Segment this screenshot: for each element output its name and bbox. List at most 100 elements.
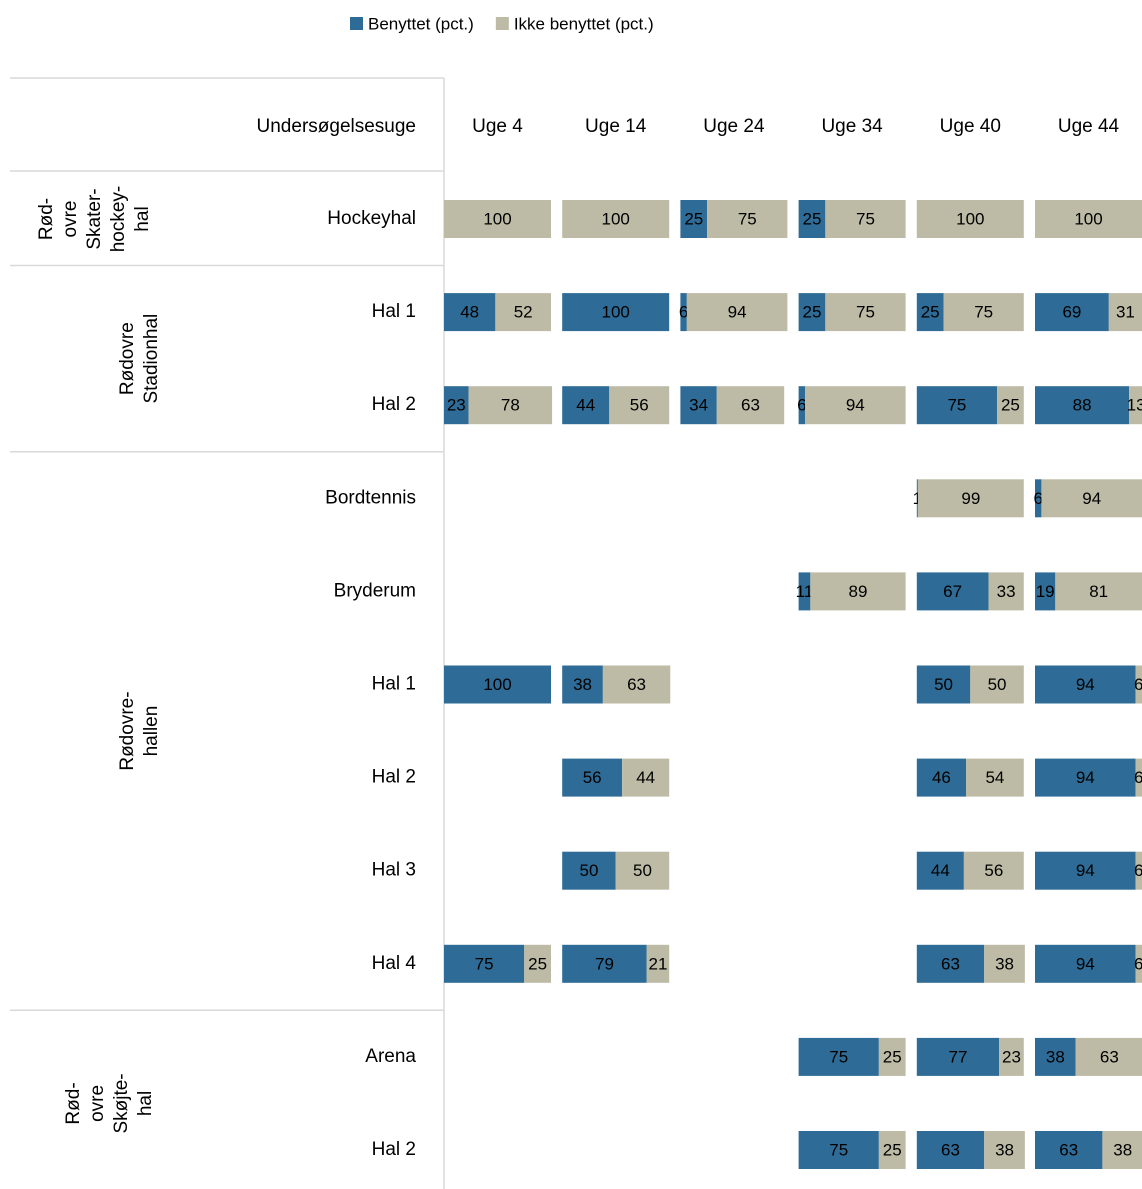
bar-segment <box>1135 758 1142 797</box>
value-label: 56 <box>583 768 602 787</box>
value-label: 81 <box>1089 582 1108 601</box>
row-label: Hal 2 <box>372 394 416 415</box>
value-label: 75 <box>856 209 875 228</box>
row-label: Hal 4 <box>372 953 417 974</box>
value-label: 94 <box>846 396 865 415</box>
value-label: 11 <box>796 582 814 601</box>
value-label: 100 <box>483 209 511 228</box>
bar-segment <box>916 386 998 425</box>
row-label: Hal 2 <box>372 767 416 788</box>
bar-segment <box>468 386 553 425</box>
bar-segment <box>680 293 687 332</box>
row-label: Hockeyhal <box>327 208 416 229</box>
bar-segment <box>798 572 811 611</box>
bar-segment <box>562 758 623 797</box>
bar-segment <box>999 1037 1024 1076</box>
value-label: 50 <box>579 861 598 880</box>
bar-segment <box>1135 944 1142 983</box>
value-label: 25 <box>921 303 940 322</box>
bar-segment <box>609 386 670 425</box>
bar-segment <box>878 1037 906 1076</box>
value-label: 94 <box>1082 489 1101 508</box>
value-label: 25 <box>883 1047 902 1066</box>
row-label: Bordtennis <box>325 487 416 508</box>
bar-segment <box>686 293 788 332</box>
bar-segment <box>916 572 989 611</box>
value-label: 25 <box>803 303 822 322</box>
bar-segment <box>524 944 551 983</box>
row-label: Hal 1 <box>372 674 416 695</box>
bar-segment <box>916 479 918 518</box>
bar-segment <box>984 944 1025 983</box>
value-label: 38 <box>573 675 592 694</box>
row-label: Hal 2 <box>372 1139 416 1160</box>
bar-segment <box>562 851 616 890</box>
bar-segment <box>916 200 1024 238</box>
bar-segment <box>997 386 1024 425</box>
bar-segment <box>444 200 551 238</box>
legend-swatch <box>495 17 509 30</box>
value-label: 67 <box>943 582 962 601</box>
group-label: hal <box>135 1091 156 1116</box>
value-label: 6 <box>1134 861 1142 880</box>
value-label: 79 <box>595 954 614 973</box>
value-label: 63 <box>1059 1140 1078 1159</box>
value-label: 21 <box>649 954 668 973</box>
group-label: hal <box>132 206 153 231</box>
bar-segment <box>562 386 610 425</box>
column-label: Uge 14 <box>585 116 647 137</box>
bar-segment <box>1035 479 1042 518</box>
bar-segment <box>916 851 964 890</box>
value-label: 94 <box>1076 768 1095 787</box>
row-label: Arena <box>365 1046 416 1067</box>
bar-segment <box>988 572 1024 611</box>
value-label: 25 <box>803 209 822 228</box>
value-label: 25 <box>684 209 703 228</box>
bar-segment <box>1035 758 1136 797</box>
group-label: Stadionhal <box>141 314 162 404</box>
bar-segment <box>825 200 906 238</box>
value-label: 54 <box>985 768 1004 787</box>
bar-segment <box>917 479 1024 518</box>
bar-segment <box>1135 665 1142 704</box>
group-label: ovre <box>60 201 81 238</box>
group-label: ovre <box>87 1085 108 1122</box>
group-label: Rødovre <box>117 322 138 395</box>
group-label: Skøjte- <box>111 1073 132 1133</box>
value-label: 77 <box>949 1047 968 1066</box>
value-label: 94 <box>1076 954 1095 973</box>
value-label: 63 <box>741 396 760 415</box>
value-label: 63 <box>1100 1047 1119 1066</box>
value-label: 6 <box>1033 489 1042 508</box>
bar-segment <box>602 665 671 704</box>
value-label: 50 <box>934 675 953 694</box>
bar-segment <box>1035 1131 1103 1169</box>
bar-segment <box>970 665 1024 704</box>
bar-segment <box>562 200 670 238</box>
bar-segment <box>916 758 967 797</box>
value-label: 63 <box>627 675 646 694</box>
bar-segment <box>798 386 806 425</box>
value-label: 6 <box>679 303 688 322</box>
value-label: 23 <box>447 396 466 415</box>
legend-label: Ikke benyttet (pct.) <box>514 14 654 33</box>
value-label: 46 <box>932 768 951 787</box>
value-label: 50 <box>988 675 1007 694</box>
bar-segment <box>798 1037 879 1076</box>
bar-segment <box>562 293 670 332</box>
value-label: 100 <box>1074 209 1102 228</box>
row-label: Bryderum <box>334 580 416 601</box>
bar-segment <box>1102 1131 1142 1169</box>
value-label: 25 <box>528 954 547 973</box>
value-label: 23 <box>1002 1047 1021 1066</box>
bar-segment <box>444 386 469 425</box>
group-label: Rødovre- <box>117 691 138 770</box>
value-label: 48 <box>460 303 479 322</box>
value-label: 25 <box>1001 396 1020 415</box>
bar-segment <box>680 200 708 238</box>
bar-segment <box>1035 572 1056 611</box>
group-label: Rød- <box>63 1082 84 1124</box>
column-label: Uge 40 <box>940 116 1001 137</box>
value-label: 75 <box>738 209 757 228</box>
